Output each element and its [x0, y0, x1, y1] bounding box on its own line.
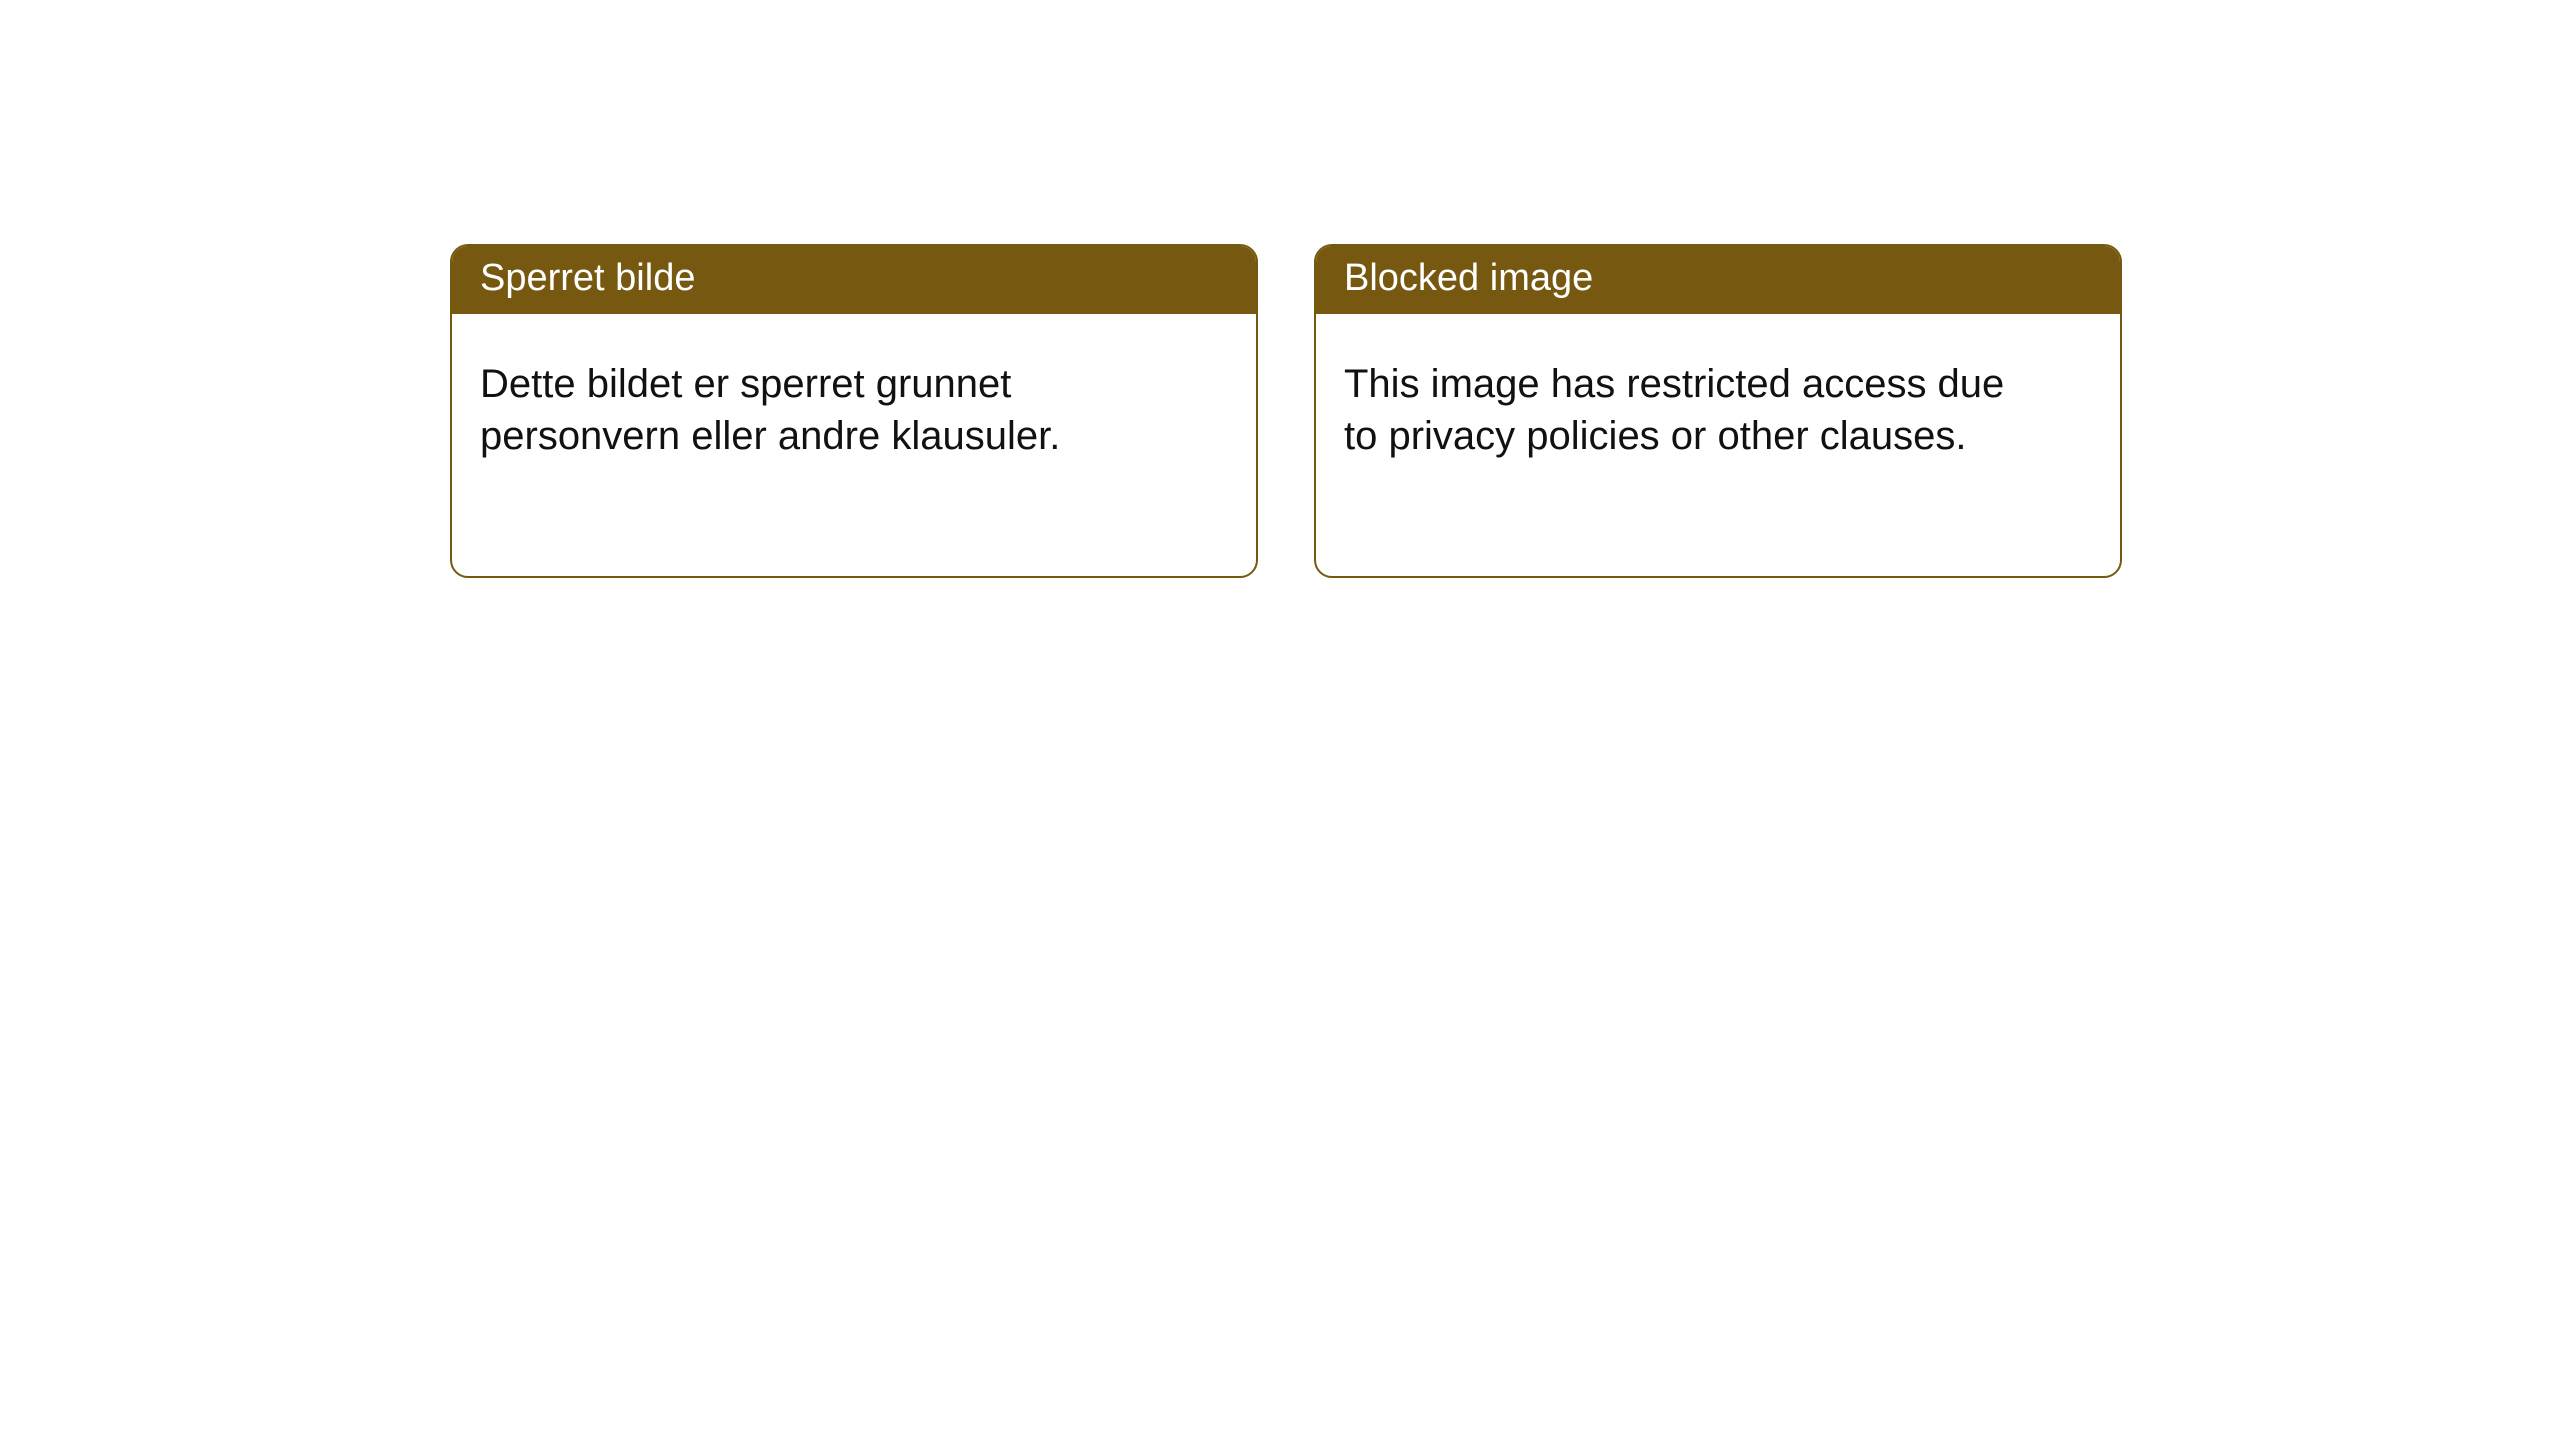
notice-card-left: Sperret bilde Dette bildet er sperret gr…: [450, 244, 1258, 578]
notice-card-left-body: Dette bildet er sperret grunnet personve…: [452, 314, 1172, 490]
notice-card-right-title: Blocked image: [1316, 246, 2120, 314]
notice-container: Sperret bilde Dette bildet er sperret gr…: [0, 0, 2560, 578]
notice-card-right-body: This image has restricted access due to …: [1316, 314, 2036, 490]
notice-card-left-title: Sperret bilde: [452, 246, 1256, 314]
notice-card-right: Blocked image This image has restricted …: [1314, 244, 2122, 578]
